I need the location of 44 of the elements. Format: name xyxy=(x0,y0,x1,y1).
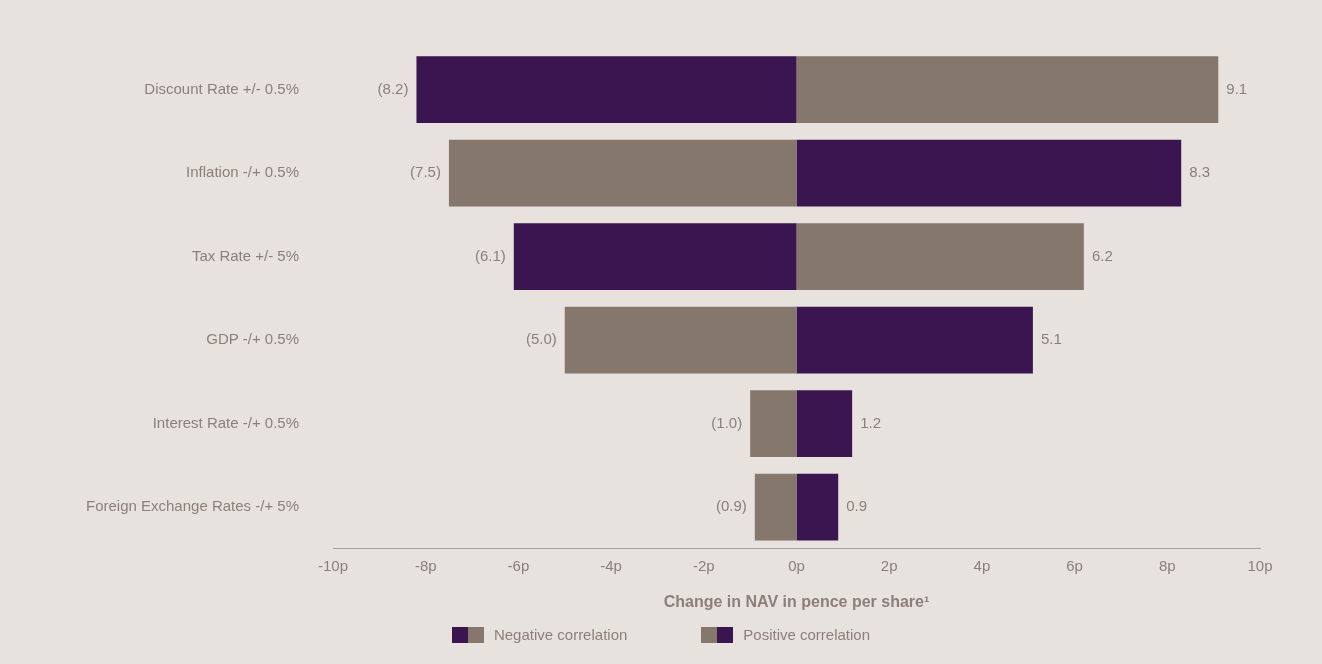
x-tick-label: 2p xyxy=(880,556,898,574)
bar xyxy=(513,223,797,291)
data-label: 5.1 xyxy=(1040,330,1062,348)
bar xyxy=(750,390,797,457)
bar xyxy=(796,139,1182,207)
x-tick-label: -2p xyxy=(692,556,715,574)
bar xyxy=(564,306,797,374)
y-tick-label: Inflation -/+ 0.5% xyxy=(186,163,300,181)
x-tick-label: 6p xyxy=(1066,556,1083,574)
bar xyxy=(448,139,797,207)
y-tick-label: Foreign Exchange Rates -/+ 5% xyxy=(85,497,300,515)
bar xyxy=(416,56,797,124)
x-tick-label: -6p xyxy=(507,556,530,574)
data-label: 6.2 xyxy=(1091,246,1113,264)
x-tick-label: 4p xyxy=(973,556,991,574)
bar xyxy=(796,306,1033,374)
data-label: (1.0) xyxy=(711,413,743,431)
x-tick-label: -4p xyxy=(600,556,622,574)
legend-label: Negative correlation xyxy=(493,626,628,643)
y-tick-label: Tax Rate +/- 5% xyxy=(191,246,300,264)
y-tick-label: GDP -/+ 0.5% xyxy=(206,330,300,348)
data-label: (8.2) xyxy=(377,79,409,97)
y-tick-label: Interest Rate -/+ 0.5% xyxy=(152,413,300,431)
bar xyxy=(796,473,839,541)
bar xyxy=(796,56,1219,124)
bar xyxy=(796,390,853,457)
x-axis-title: Change in NAV in pence per share¹ xyxy=(663,592,930,610)
data-label: 1.2 xyxy=(860,413,881,431)
y-tick-label: Discount Rate +/- 0.5% xyxy=(144,79,300,97)
legend-label: Positive correlation xyxy=(743,626,871,643)
data-label: (7.5) xyxy=(410,163,441,181)
bar xyxy=(754,473,797,541)
x-tick-label: 0p xyxy=(788,556,805,574)
x-tick-label: -8p xyxy=(414,556,437,574)
data-label: 8.3 xyxy=(1189,163,1211,181)
x-tick-label: 8p xyxy=(1158,556,1176,574)
data-label: (5.0) xyxy=(525,330,557,348)
data-label: 9.1 xyxy=(1226,79,1248,97)
x-tick-label: 10p xyxy=(1247,556,1273,574)
data-label: (6.1) xyxy=(474,246,506,264)
data-label: (0.9) xyxy=(715,497,747,515)
bar xyxy=(796,223,1084,291)
data-label: 0.9 xyxy=(846,497,868,515)
x-tick-label: -10p xyxy=(318,556,349,574)
